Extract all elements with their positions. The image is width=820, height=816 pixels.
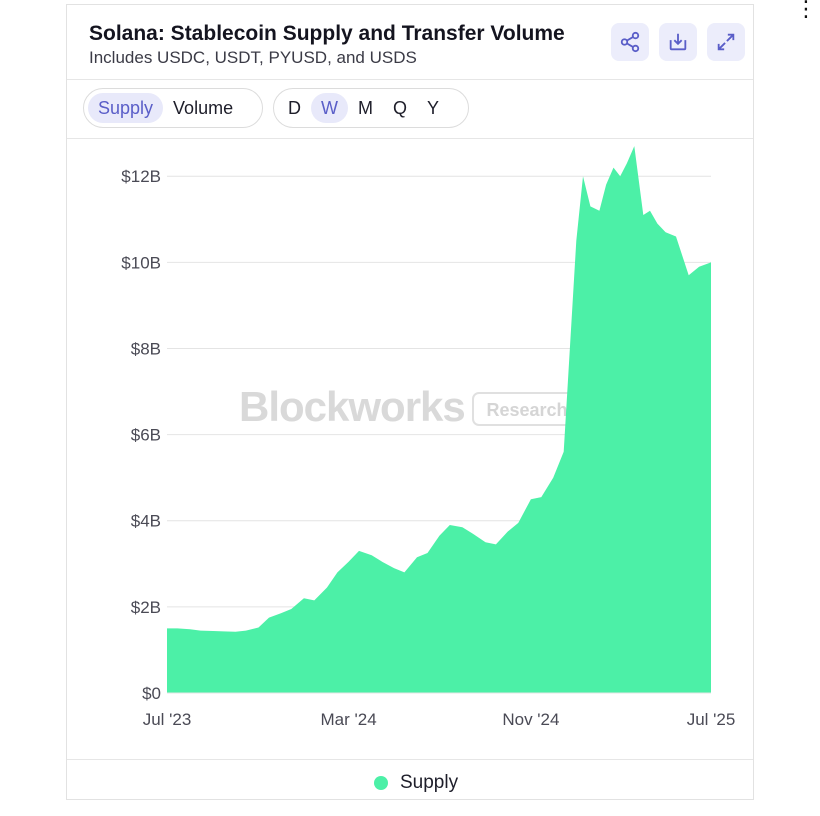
legend-swatch: [374, 776, 388, 790]
interval-toggle: D W M Q Y: [273, 88, 469, 128]
interval-month[interactable]: M: [358, 98, 373, 118]
card-header: Solana: Stablecoin Supply and Transfer V…: [67, 5, 753, 80]
series-area-supply: [167, 146, 711, 694]
download-icon: [669, 33, 687, 51]
y-tick-label: $12B: [121, 167, 161, 186]
tab-supply[interactable]: Supply: [88, 93, 164, 123]
watermark-brand: Blockworks: [239, 383, 465, 430]
interval-quarter[interactable]: Q: [393, 98, 408, 118]
expand-button[interactable]: [707, 23, 745, 61]
watermark-tag: Research: [486, 400, 567, 420]
chart-controls: Supply Volume D W M Q Y: [67, 80, 753, 139]
legend-label-supply[interactable]: Supply: [400, 772, 459, 793]
page-menu-icon[interactable]: ⋮: [795, 0, 817, 21]
y-tick-label: $10B: [121, 253, 161, 272]
y-tick-label: $4B: [131, 512, 161, 531]
download-button[interactable]: [659, 23, 697, 61]
chart-subtitle: Includes USDC, USDT, PYUSD, and USDS: [89, 48, 417, 67]
share-icon: [620, 31, 640, 53]
y-tick-label: $6B: [131, 426, 161, 445]
tab-volume[interactable]: Volume: [173, 98, 234, 118]
chart-card: Solana: Stablecoin Supply and Transfer V…: [66, 4, 754, 800]
y-tick-label: $8B: [131, 339, 161, 358]
x-tick-label: Nov '24: [502, 710, 559, 729]
x-tick-label: Mar '24: [321, 710, 377, 729]
share-button[interactable]: [611, 23, 649, 61]
chart-title: Solana: Stablecoin Supply and Transfer V…: [89, 22, 565, 45]
interval-year[interactable]: Y: [427, 98, 440, 118]
x-tick-label: Jul '23: [143, 710, 192, 729]
interval-week[interactable]: W: [311, 93, 348, 123]
chart-area: Blockworks Research $0 $2B $4B $6B $8B $10B $12B…: [67, 139, 753, 759]
y-tick-label: $0: [142, 684, 161, 703]
y-tick-label: $2B: [131, 598, 161, 617]
x-tick-label: Jul '25: [687, 710, 736, 729]
metric-toggle: Supply Volume: [83, 88, 263, 128]
expand-icon: [717, 33, 735, 51]
chart-legend: Supply: [67, 759, 753, 800]
supply-chart: Blockworks Research $0 $2B $4B $6B $8B $10B $12B…: [121, 146, 736, 729]
interval-day[interactable]: D: [288, 98, 301, 118]
